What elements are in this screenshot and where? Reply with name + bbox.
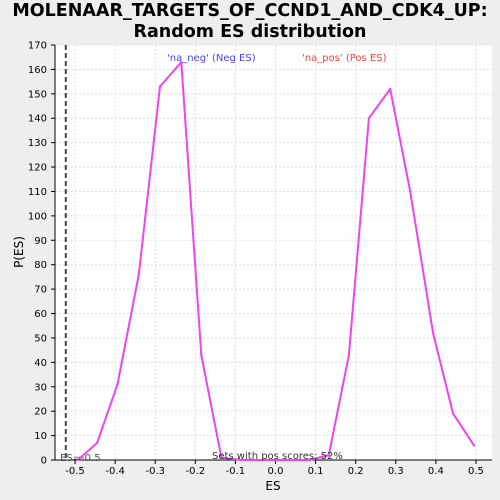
y-tick-label: 80: [34, 260, 47, 271]
y-tick-label: 100: [28, 211, 47, 222]
es-value-label: ES=-0.5: [60, 453, 101, 464]
data-point: [409, 190, 412, 193]
x-tick-label: 0.4: [428, 466, 444, 477]
data-point: [95, 441, 99, 445]
y-axis-ticks: 0 10 20 30 40 50 60 70 80 90 100 110 120 130 140 150 160…: [28, 41, 55, 467]
x-tick-label: 0.0: [268, 466, 284, 477]
y-tick-label: 50: [34, 333, 47, 344]
x-tick-label: -0.2: [186, 466, 206, 477]
y-tick-label: 120: [28, 163, 47, 174]
x-axis-ticks: -0.5 -0.4 -0.3 -0.2 -0.1 0.0 0.1 0.2 0.3 0.4 0.5: [65, 460, 484, 477]
data-point: [240, 458, 243, 462]
title-line-1: MOLENAAR_TARGETS_OF_CCND1_AND_CDK4_UP:: [12, 1, 488, 21]
title-line-2: Random ES distribution: [133, 22, 367, 42]
data-point: [308, 458, 311, 462]
y-tick-label: 30: [34, 382, 47, 393]
data-point: [472, 444, 476, 447]
plot-area: [55, 45, 492, 460]
x-tick-label: -0.1: [226, 466, 246, 477]
y-tick-label: 90: [34, 236, 47, 247]
data-point: [431, 331, 435, 335]
data-point: [347, 353, 351, 357]
y-axis-label: P(ES): [12, 236, 26, 268]
y-tick-label: 70: [34, 285, 47, 296]
neg-es-label: 'na_neg' (Neg ES): [167, 53, 256, 64]
grid: [55, 44, 492, 461]
x-tick-label: 0.5: [468, 466, 484, 477]
x-tick-label: -0.3: [145, 466, 165, 477]
y-tick-label: 40: [34, 358, 47, 369]
x-axis-label: ES: [265, 479, 280, 493]
x-tick-label: 0.2: [348, 466, 364, 477]
data-point: [274, 458, 277, 462]
pos-es-label: 'na_pos' (Pos ES): [302, 53, 387, 64]
data-point: [137, 273, 140, 276]
y-tick-label: 10: [34, 431, 47, 442]
y-tick-label: 60: [34, 309, 47, 320]
chart-title: MOLENAAR_TARGETS_OF_CCND1_AND_CDK4_UP: R…: [0, 1, 500, 43]
data-point: [76, 458, 80, 462]
y-tick-label: 20: [34, 407, 47, 418]
y-tick-label: 160: [28, 65, 47, 76]
data-point: [158, 85, 162, 88]
data-point: [180, 60, 183, 64]
data-points: [76, 60, 476, 462]
y-tick-label: 0: [41, 456, 47, 467]
pos-scores-label: Sets with pos scores: 52%: [212, 451, 343, 462]
data-point: [367, 117, 371, 120]
x-tick-label: 0.1: [308, 466, 324, 477]
y-tick-label: 110: [28, 187, 47, 198]
x-tick-label: -0.4: [105, 466, 125, 477]
data-point: [388, 87, 392, 91]
y-tick-label: 130: [28, 138, 47, 149]
data-point: [451, 412, 455, 415]
y-tick-label: 140: [28, 114, 47, 125]
y-tick-label: 170: [28, 41, 47, 52]
x-tick-label: -0.5: [65, 466, 85, 477]
y-tick-label: 150: [28, 89, 47, 100]
x-tick-label: 0.3: [388, 466, 404, 477]
data-point: [327, 453, 331, 457]
data-point: [220, 456, 223, 459]
data-point: [116, 383, 119, 386]
data-point: [200, 353, 203, 357]
